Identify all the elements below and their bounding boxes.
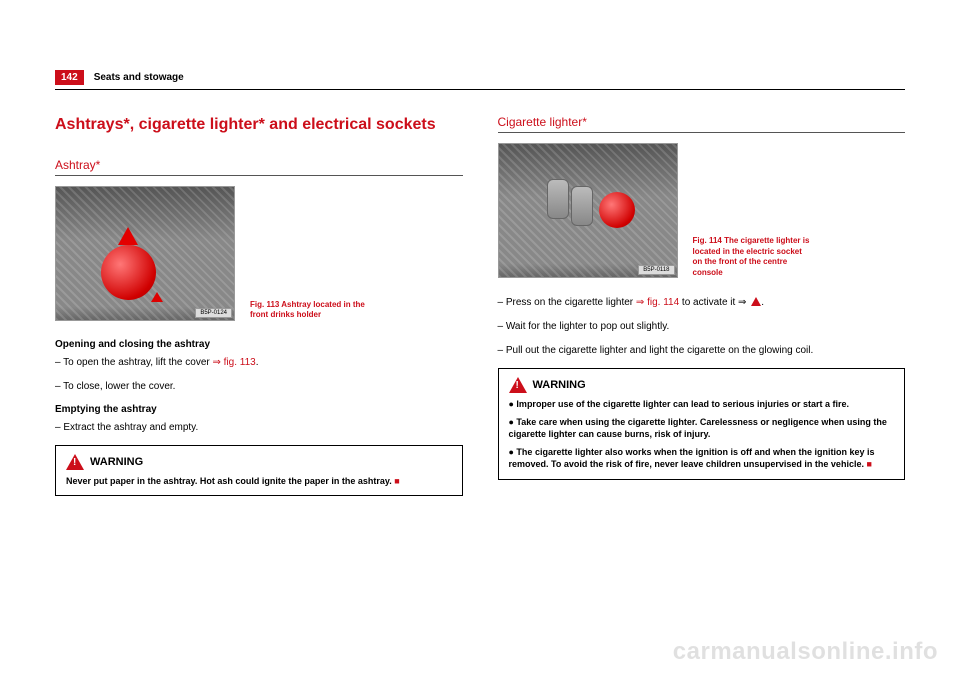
warning-icon [509, 377, 527, 393]
open-step-2: – To close, lower the cover. [55, 380, 463, 394]
warning-header: WARNING [66, 454, 452, 470]
watermark: carmanualsonline.info [673, 638, 938, 666]
subheading-lighter: Cigarette lighter* [498, 115, 906, 129]
end-square-icon: ■ [866, 459, 871, 469]
warning-title: WARNING [90, 456, 143, 468]
figure-114-caption: Fig. 114 The cigarette lighter is locate… [693, 236, 813, 278]
text: to activate it ⇒ [679, 297, 749, 308]
figure-113-caption: Fig. 113 Ashtray located in the front dr… [250, 300, 370, 321]
warning-icon [66, 454, 84, 470]
arrow-up-icon [118, 227, 138, 245]
page-number: 142 [55, 70, 84, 85]
figure-113-row: B5P-0124 Fig. 113 Ashtray located in the… [55, 186, 463, 321]
end-square-icon: ■ [394, 476, 399, 486]
figure-114-image: B5P-0118 [498, 143, 678, 278]
text: – Press on the cigarette lighter [498, 297, 636, 308]
open-step-1: – To open the ashtray, lift the cover ⇒ … [55, 356, 463, 370]
text: – To open the ashtray, lift the cover [55, 357, 213, 368]
figure-114-row: B5P-0118 Fig. 114 The cigarette lighter … [498, 143, 906, 278]
warning-bullet-1: ● Improper use of the cigarette lighter … [509, 398, 895, 411]
right-column: Cigarette lighter* B5P-0118 Fig. 114 The… [498, 115, 906, 496]
lighter-step-1: – Press on the cigarette lighter ⇒ fig. … [498, 296, 906, 310]
text: Never put paper in the ashtray. Hot ash … [66, 476, 392, 486]
warning-text: Never put paper in the ashtray. Hot ash … [66, 475, 452, 488]
warning-bullet-3: ● The cigarette lighter also works when … [509, 446, 895, 471]
lighter-button-shape [599, 192, 635, 228]
lighter-step-2: – Wait for the lighter to pop out slight… [498, 320, 906, 334]
heading-opening: Opening and closing the ashtray [55, 339, 463, 350]
warning-header: WARNING [509, 377, 895, 393]
figure-113-image: B5P-0124 [55, 186, 235, 321]
section-title: Ashtrays*, cigarette lighter* and electr… [55, 115, 463, 136]
switch-shape [571, 186, 593, 226]
page-content: 142 Seats and stowage Ashtrays*, cigaret… [55, 0, 905, 496]
warning-title: WARNING [533, 379, 586, 391]
section-label: Seats and stowage [94, 72, 184, 83]
lighter-step-3: – Pull out the cigarette lighter and lig… [498, 344, 906, 358]
warning-ref-icon [751, 297, 761, 306]
warning-box-left: WARNING Never put paper in the ashtray. … [55, 445, 463, 497]
text: . [761, 297, 764, 308]
fig-ref: ⇒ fig. 113 [213, 357, 256, 368]
figure-113-label: B5P-0124 [195, 308, 232, 318]
heading-emptying: Emptying the ashtray [55, 404, 463, 415]
ashtray-shape [101, 245, 156, 300]
text: . [256, 357, 259, 368]
warning-bullet-2: ● Take care when using the cigarette lig… [509, 416, 895, 441]
figure-114-label: B5P-0118 [638, 265, 674, 275]
warning-box-right: WARNING ● Improper use of the cigarette … [498, 368, 906, 480]
left-column: Ashtrays*, cigarette lighter* and electr… [55, 115, 463, 496]
page-header: 142 Seats and stowage [55, 70, 905, 85]
text: ● The cigarette lighter also works when … [509, 447, 875, 470]
fig-ref: ⇒ fig. 114 [636, 297, 679, 308]
header-rule [55, 89, 905, 90]
empty-step-1: – Extract the ashtray and empty. [55, 421, 463, 435]
two-columns: Ashtrays*, cigarette lighter* and electr… [55, 115, 905, 496]
rule [55, 175, 463, 176]
subheading-ashtray: Ashtray* [55, 158, 463, 172]
rule [498, 132, 906, 133]
switch-shape [547, 179, 569, 219]
hazard-icon [151, 292, 163, 302]
